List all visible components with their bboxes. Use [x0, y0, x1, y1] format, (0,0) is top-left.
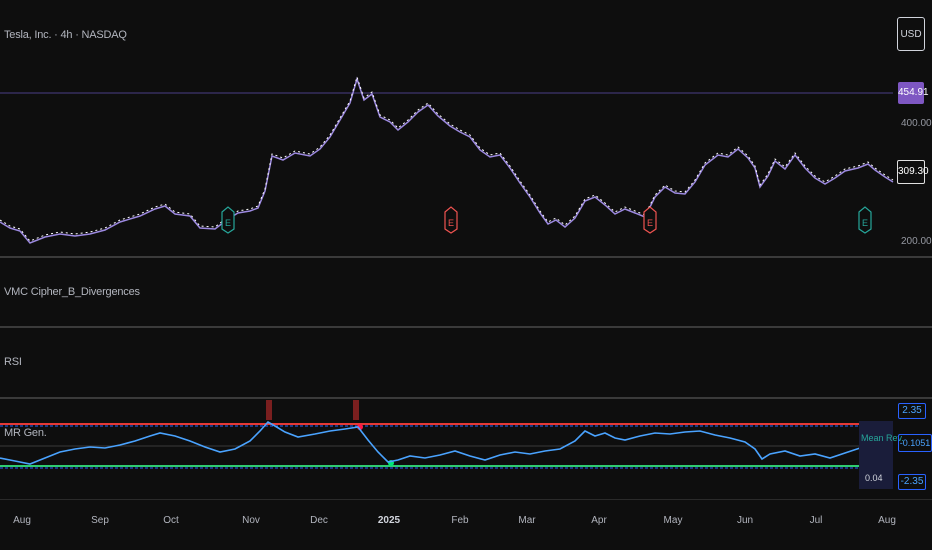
earnings-marker-3[interactable]	[643, 206, 657, 234]
x-label-apr: Apr	[591, 515, 607, 526]
x-label-2025: 2025	[377, 515, 401, 526]
x-label-nov: Nov	[242, 515, 260, 526]
earnings-marker-2[interactable]	[444, 206, 458, 234]
earnings-label-2: E	[447, 218, 454, 228]
earnings-marker-4[interactable]	[858, 206, 872, 234]
mean-rev-tag: Mean Rev. 0.04	[859, 421, 904, 489]
pane-separator-2[interactable]	[0, 326, 932, 328]
tick-200: 200.00	[901, 236, 932, 247]
x-label-aug: Aug	[13, 515, 31, 526]
tick-400: 400.00	[901, 118, 932, 129]
symbol-title: Tesla, Inc. · 4h · NASDAQ	[4, 29, 127, 41]
x-label-aug-2: Aug	[878, 515, 896, 526]
earnings-label-1: E	[224, 218, 231, 228]
mean-rev-value: 0.04	[865, 473, 883, 483]
currency-label: USD	[900, 28, 922, 40]
x-label-jul: Jul	[809, 515, 823, 526]
currency-button[interactable]: USD	[897, 17, 925, 51]
x-label-may: May	[663, 515, 683, 526]
mean-rev-label: Mean Rev.	[861, 433, 904, 443]
earnings-marker-1[interactable]	[221, 206, 235, 234]
lower-band-badge: -2.35	[898, 474, 926, 490]
x-label-dec: Dec	[310, 515, 328, 526]
current-value-badge: -0.1051	[898, 434, 932, 452]
x-label-jun: Jun	[736, 515, 754, 526]
x-label-sep: Sep	[91, 515, 109, 526]
price-line	[0, 76, 894, 244]
x-label-feb: Feb	[451, 515, 469, 526]
indicator-title-vmc[interactable]: VMC Cipher_B_Divergences	[4, 286, 140, 298]
earnings-label-3: E	[646, 218, 653, 228]
pane-separator-3[interactable]	[0, 397, 932, 399]
last-price-badge: 309.30	[897, 160, 929, 184]
mr-oscillator-line	[0, 420, 893, 465]
x-axis-line	[0, 499, 932, 500]
indicator-title-rsi[interactable]: RSI	[4, 356, 22, 368]
x-label-oct: Oct	[163, 515, 179, 526]
earnings-label-4: E	[861, 218, 868, 228]
upper-band-badge: 2.35	[898, 403, 926, 419]
indicator-title-mr[interactable]: MR Gen.	[4, 427, 47, 439]
high-price-badge: 454.91	[898, 82, 929, 104]
pane-separator-1[interactable]	[0, 256, 932, 258]
x-label-mar: Mar	[518, 515, 536, 526]
